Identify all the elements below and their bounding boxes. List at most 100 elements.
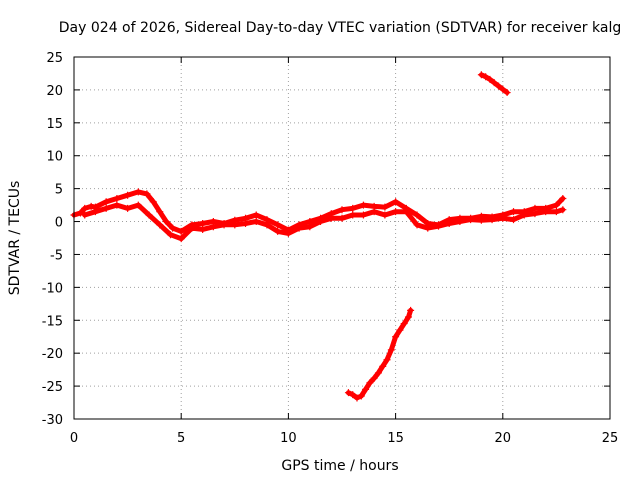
- data-point: [242, 220, 250, 228]
- data-point: [381, 211, 389, 219]
- data-point: [149, 198, 157, 206]
- data-point: [392, 208, 400, 216]
- data-point: [552, 201, 560, 209]
- data-point: [134, 201, 142, 209]
- y-tick-label: -15: [42, 314, 63, 329]
- data-point: [559, 195, 567, 203]
- data-point: [113, 195, 121, 203]
- data-point: [231, 221, 239, 229]
- x-tick-label: 5: [177, 431, 185, 446]
- data-point: [81, 204, 89, 212]
- data-point: [359, 211, 367, 219]
- chart-title: Day 024 of 2026, Sidereal Day-to-day VTE…: [59, 20, 621, 36]
- data-point: [434, 222, 442, 230]
- data-point: [169, 224, 177, 232]
- data-series: [70, 71, 567, 402]
- series-rising-segment: [344, 306, 415, 402]
- series-upper-segment: [477, 71, 511, 97]
- x-axis-label: GPS time / hours: [281, 458, 398, 474]
- data-point: [306, 223, 314, 231]
- x-tick-label: 20: [495, 431, 512, 446]
- data-point: [392, 333, 400, 341]
- data-point: [359, 201, 367, 209]
- data-point: [143, 190, 151, 198]
- data-point: [379, 362, 387, 370]
- data-point: [263, 221, 271, 229]
- data-point: [370, 208, 378, 216]
- data-point: [396, 326, 404, 334]
- data-point: [456, 218, 464, 226]
- plot-area: [74, 57, 610, 419]
- data-point: [284, 229, 292, 237]
- data-point: [381, 203, 389, 211]
- data-point: [177, 227, 185, 235]
- data-point: [124, 191, 132, 199]
- data-point: [559, 206, 567, 214]
- data-point: [338, 206, 346, 214]
- data-point: [81, 211, 89, 219]
- y-tick-label: 10: [46, 150, 63, 165]
- x-tick-label: 0: [70, 431, 78, 446]
- data-point: [477, 216, 485, 224]
- series-band-lower-edge: [81, 201, 567, 243]
- data-point: [531, 210, 539, 218]
- data-point: [166, 231, 174, 239]
- data-point: [520, 211, 528, 219]
- data-point: [486, 75, 494, 83]
- x-tick-label: 10: [280, 431, 297, 446]
- data-point: [156, 221, 164, 229]
- y-tick-label: -30: [42, 413, 63, 428]
- data-point: [76, 209, 84, 217]
- data-point: [102, 204, 110, 212]
- y-axis-label: SDTVAR / TECUs: [7, 181, 23, 296]
- data-point: [188, 224, 196, 232]
- data-point: [392, 198, 400, 206]
- data-point: [374, 369, 382, 377]
- data-point: [400, 320, 408, 328]
- data-point: [113, 201, 121, 209]
- data-point: [177, 235, 185, 243]
- data-point: [366, 379, 374, 387]
- data-point: [252, 211, 260, 219]
- data-point: [102, 198, 110, 206]
- data-point: [495, 82, 503, 90]
- data-point: [552, 208, 560, 216]
- data-point: [295, 224, 303, 232]
- data-point: [349, 211, 357, 219]
- data-point: [349, 204, 357, 212]
- data-point: [413, 211, 421, 219]
- data-point: [424, 224, 432, 232]
- data-point: [402, 208, 410, 216]
- y-tick-label: 25: [46, 51, 63, 66]
- y-tick-label: -20: [42, 347, 63, 362]
- data-point: [199, 220, 207, 228]
- y-tick-label: 15: [46, 117, 63, 132]
- data-point: [413, 221, 421, 229]
- data-point: [357, 392, 365, 400]
- data-point: [252, 218, 260, 226]
- data-point: [274, 227, 282, 235]
- data-point: [383, 356, 391, 364]
- data-point: [510, 208, 518, 216]
- y-tick-label: -25: [42, 380, 63, 395]
- data-point: [209, 223, 217, 231]
- x-tick-label: 15: [387, 431, 404, 446]
- series-trace: [82, 202, 566, 242]
- data-point: [490, 79, 498, 87]
- plot-frame: [73, 56, 611, 420]
- y-tick-label: 0: [55, 216, 63, 231]
- data-point: [124, 204, 132, 212]
- data-point: [467, 216, 475, 224]
- data-point: [344, 389, 352, 397]
- data-point: [327, 214, 335, 222]
- data-point: [317, 218, 325, 226]
- data-point: [338, 214, 346, 222]
- data-point: [499, 85, 507, 93]
- data-point: [370, 374, 378, 382]
- y-tick-label: -10: [42, 281, 63, 296]
- x-tick-label: 25: [602, 431, 619, 446]
- data-point: [220, 221, 228, 229]
- y-tick-labels: 25 20 15 10 5 0 -5 -10 -15 -20 -25 -30: [42, 51, 63, 428]
- data-point: [91, 208, 99, 216]
